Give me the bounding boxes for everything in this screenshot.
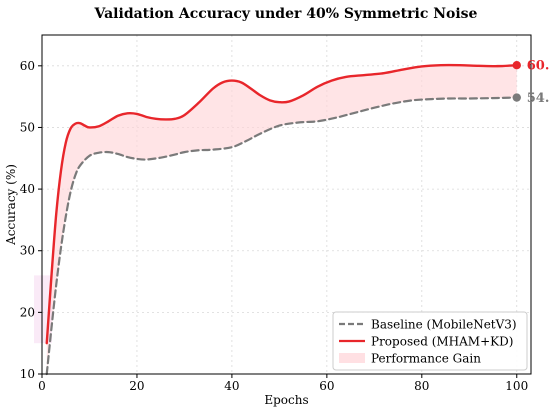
legend-swatch <box>339 353 365 363</box>
x-tick-label: 80 <box>414 379 429 393</box>
end-value-labels: 60.10% 54.85% <box>512 59 550 106</box>
baseline-end-marker <box>512 93 521 102</box>
legend-label: Baseline (MobileNetV3) <box>371 318 517 332</box>
legend-item: Baseline (MobileNetV3) <box>339 318 517 332</box>
legend: Baseline (MobileNetV3) Proposed (MHAM+KD)… <box>332 311 528 371</box>
x-axis-label: Epochs <box>264 393 308 407</box>
baseline-line <box>45 96 518 376</box>
proposed-end-label: 60.10% <box>527 59 550 74</box>
performance-gain-fill <box>46 65 517 374</box>
x-tick-label: 40 <box>224 379 239 393</box>
plot-frame <box>41 34 532 375</box>
y-tick-label: 20 <box>20 305 35 319</box>
y-tick-label: 10 <box>20 367 35 381</box>
proposed-line <box>45 63 518 345</box>
legend-item: Proposed (MHAM+KD) <box>339 335 513 349</box>
legend-label: Performance Gain <box>371 352 481 366</box>
baseline-end-label: 54.85% <box>527 91 550 106</box>
series-lines <box>45 63 518 376</box>
x-tick-label: 0 <box>38 379 46 393</box>
x-tick-label: 20 <box>129 379 144 393</box>
legend-label: Proposed (MHAM+KD) <box>371 335 513 349</box>
y-axis-label: Accuracy (%) <box>4 164 18 246</box>
y-tick-label: 30 <box>20 244 35 258</box>
x-tick-label: 100 <box>505 379 528 393</box>
y-tick-label: 50 <box>20 120 35 134</box>
y-tick-label: 60 <box>20 59 35 73</box>
legend-box <box>332 311 528 371</box>
chart-title: Validation Accuracy under 40% Symmetric … <box>94 6 478 22</box>
proposed-end-marker <box>512 61 521 70</box>
y-tick-label: 40 <box>20 182 35 196</box>
x-tick-label: 60 <box>319 379 334 393</box>
legend-item: Performance Gain <box>339 352 481 366</box>
axis-ticks: 0 20 40 60 80 100 10 20 30 40 50 60 <box>20 59 528 393</box>
